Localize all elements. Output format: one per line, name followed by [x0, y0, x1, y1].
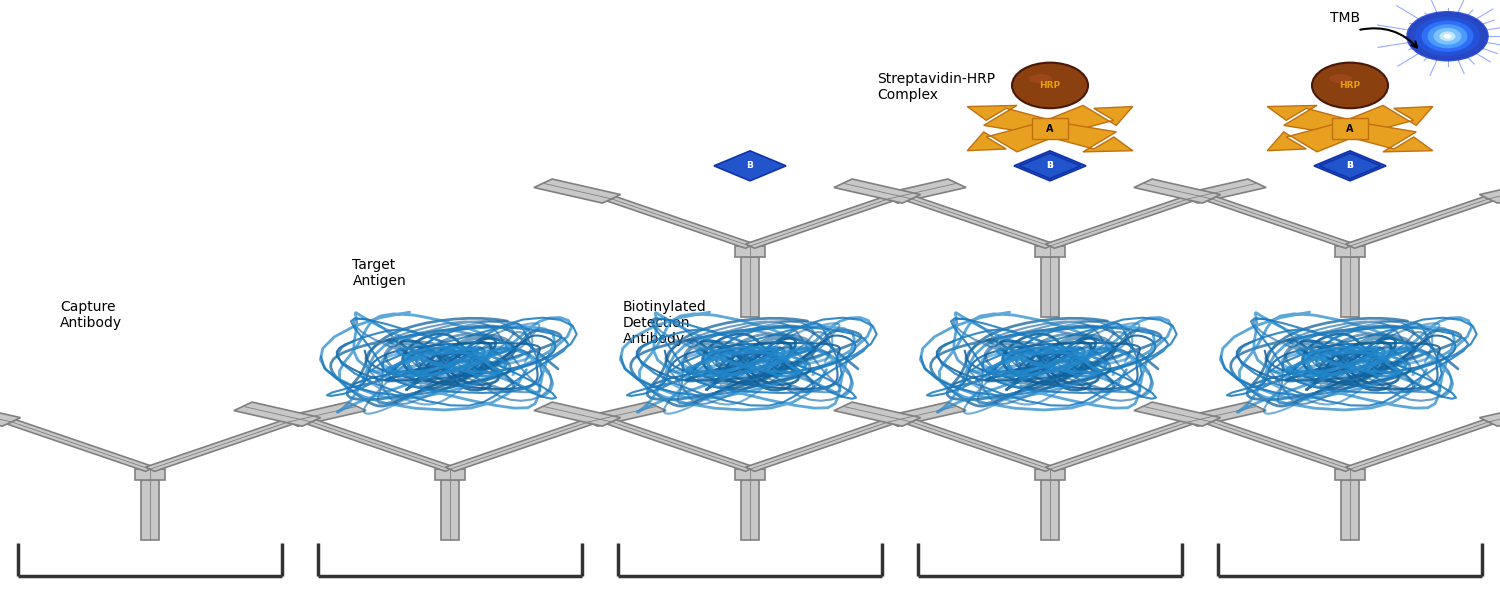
Bar [1035, 246, 1065, 257]
Bar [1032, 118, 1068, 139]
Bar [441, 480, 459, 540]
Polygon shape [1020, 153, 1080, 179]
Text: A: A [1047, 124, 1053, 134]
Polygon shape [1040, 106, 1132, 134]
Ellipse shape [1312, 62, 1388, 108]
Polygon shape [234, 402, 321, 426]
Polygon shape [879, 179, 966, 203]
Polygon shape [714, 151, 786, 181]
Polygon shape [1268, 106, 1360, 134]
Text: Capture
Antibody: Capture Antibody [60, 300, 122, 330]
Polygon shape [908, 420, 1054, 472]
Text: B: B [1047, 161, 1053, 170]
Bar [1341, 257, 1359, 317]
Polygon shape [908, 197, 1054, 248]
Polygon shape [1208, 420, 1354, 472]
Polygon shape [879, 402, 966, 426]
Polygon shape [534, 179, 621, 203]
Bar [435, 469, 465, 480]
Polygon shape [1479, 402, 1500, 426]
Text: A: A [1347, 124, 1353, 134]
Bar [1341, 480, 1359, 540]
Polygon shape [968, 106, 1060, 134]
Polygon shape [1340, 106, 1432, 134]
Polygon shape [8, 420, 154, 472]
Polygon shape [1268, 122, 1360, 152]
Bar [1332, 118, 1368, 139]
Polygon shape [608, 420, 754, 472]
Ellipse shape [1434, 28, 1461, 44]
Polygon shape [834, 179, 921, 203]
Bar [1035, 469, 1065, 480]
Ellipse shape [1440, 31, 1455, 41]
Text: B: B [1047, 161, 1053, 170]
Polygon shape [1340, 122, 1432, 152]
Ellipse shape [1407, 12, 1488, 60]
Polygon shape [1208, 197, 1354, 248]
Polygon shape [1479, 179, 1500, 203]
Polygon shape [579, 402, 666, 426]
Polygon shape [1134, 179, 1221, 203]
Bar [141, 480, 159, 540]
Ellipse shape [1013, 62, 1088, 108]
Polygon shape [1134, 402, 1221, 426]
Bar [1041, 257, 1059, 317]
Polygon shape [968, 122, 1060, 152]
Ellipse shape [1414, 17, 1480, 56]
Ellipse shape [1329, 74, 1352, 83]
Polygon shape [1046, 197, 1193, 248]
Text: B: B [1347, 161, 1353, 170]
Text: TMB: TMB [1330, 11, 1360, 25]
Bar [1041, 480, 1059, 540]
Ellipse shape [1422, 20, 1473, 52]
Polygon shape [0, 402, 21, 426]
Polygon shape [308, 420, 454, 472]
Polygon shape [1046, 420, 1193, 472]
Text: Streptavidin-HRP
Complex: Streptavidin-HRP Complex [878, 72, 996, 102]
Polygon shape [1014, 151, 1086, 181]
Polygon shape [1346, 197, 1492, 248]
Bar [1335, 469, 1365, 480]
Bar [741, 480, 759, 540]
Polygon shape [146, 420, 292, 472]
Polygon shape [446, 420, 592, 472]
Polygon shape [279, 402, 366, 426]
Text: B: B [747, 161, 753, 170]
Polygon shape [1040, 122, 1132, 152]
Polygon shape [1179, 402, 1266, 426]
Bar [741, 257, 759, 317]
Polygon shape [1320, 153, 1380, 179]
Ellipse shape [1029, 74, 1051, 83]
Ellipse shape [1428, 24, 1467, 48]
Polygon shape [834, 402, 921, 426]
Polygon shape [1346, 420, 1492, 472]
Bar [735, 246, 765, 257]
Bar [135, 469, 165, 480]
Text: B: B [1347, 161, 1353, 170]
Text: Target
Antigen: Target Antigen [352, 258, 407, 288]
Polygon shape [1314, 151, 1386, 181]
Bar [735, 469, 765, 480]
Text: Biotinylated
Detection
Antibody: Biotinylated Detection Antibody [622, 300, 706, 346]
Bar [1335, 246, 1365, 257]
Ellipse shape [1443, 34, 1452, 38]
Polygon shape [608, 197, 754, 248]
Text: HRP: HRP [1340, 81, 1360, 90]
Polygon shape [1179, 179, 1266, 203]
Polygon shape [746, 420, 892, 472]
Polygon shape [534, 402, 621, 426]
Text: HRP: HRP [1040, 81, 1060, 90]
Polygon shape [746, 197, 892, 248]
